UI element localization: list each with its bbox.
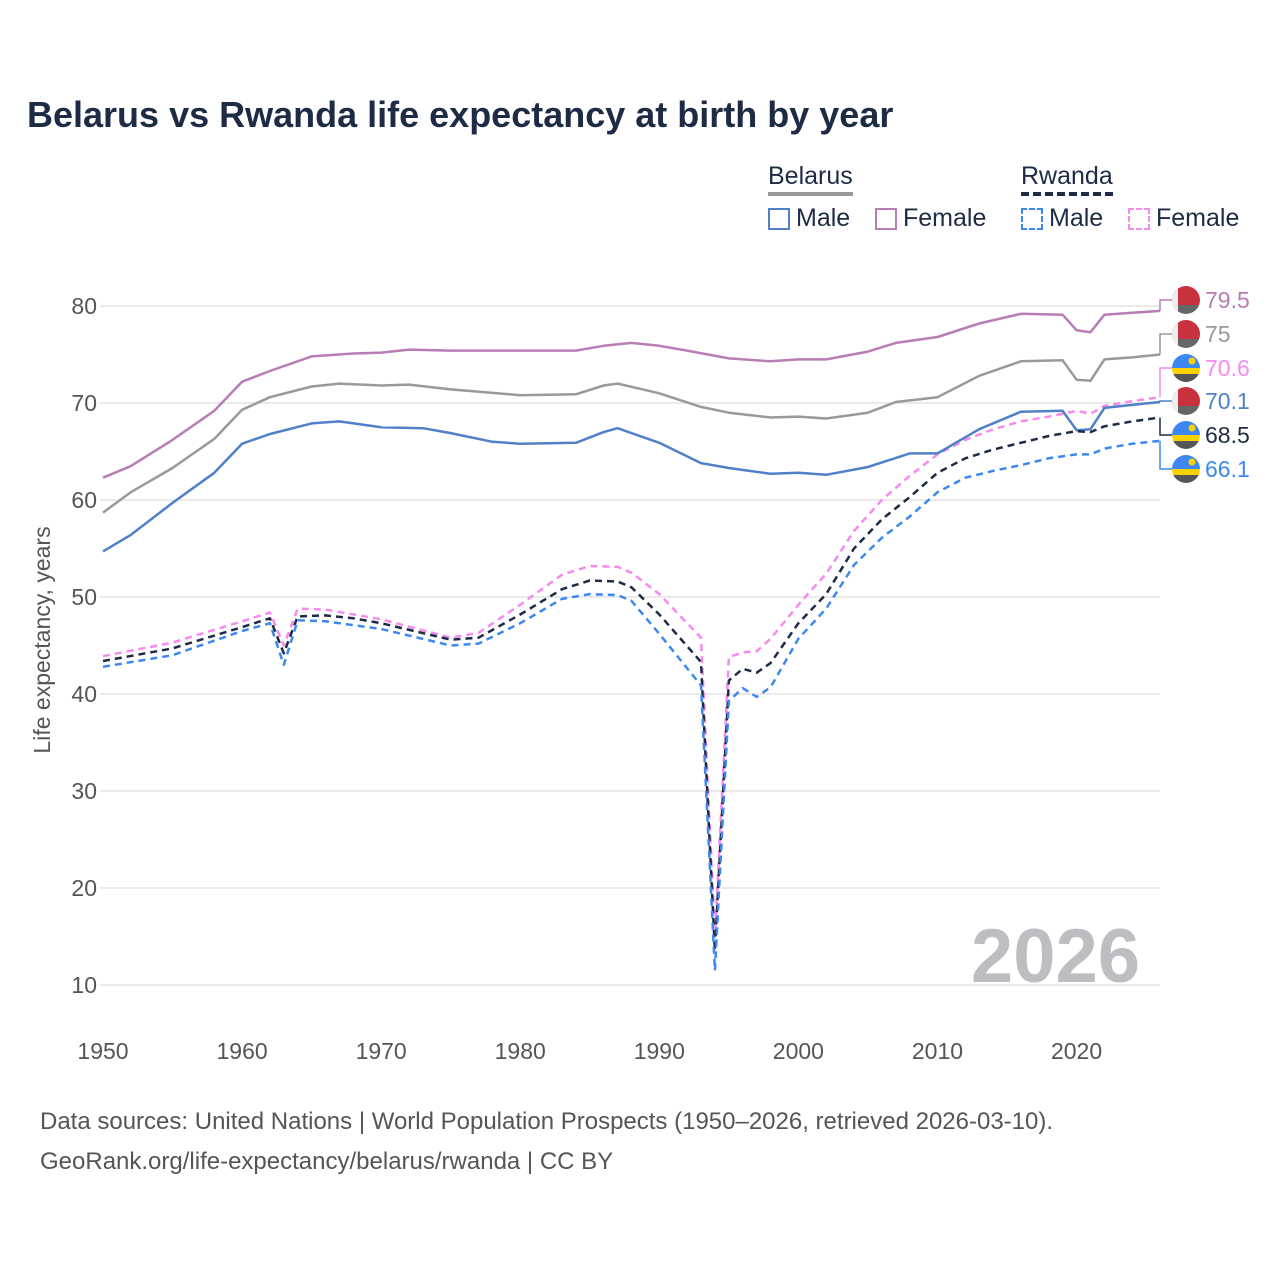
legend-label: Male bbox=[796, 204, 851, 232]
x-tick-label: 1970 bbox=[356, 1038, 407, 1064]
series-line-belarus-total bbox=[102, 353, 1161, 514]
label-connector bbox=[1159, 333, 1172, 355]
x-tick-label: 1960 bbox=[216, 1038, 267, 1064]
legend-rwanda-male[interactable]: Male bbox=[1021, 204, 1103, 233]
y-tick-label: 10 bbox=[71, 972, 97, 998]
end-value-label: 79.5 bbox=[1205, 287, 1250, 313]
belarus-flag-icon bbox=[1172, 286, 1200, 314]
label-connector bbox=[1159, 440, 1172, 470]
legend-label: Female bbox=[903, 204, 987, 232]
chart-title: Belarus vs Rwanda life expectancy at bir… bbox=[27, 94, 894, 135]
y-tick-label: 80 bbox=[71, 293, 97, 319]
label-connector bbox=[1159, 400, 1172, 403]
legend-rwanda-label: Rwanda bbox=[1021, 162, 1113, 190]
rwanda-flag-icon bbox=[1172, 354, 1200, 382]
label-connector bbox=[1159, 417, 1172, 436]
legend-swatch bbox=[1128, 207, 1150, 230]
source-line-2: GeoRank.org/life-expectancy/belarus/rwan… bbox=[40, 1148, 614, 1175]
x-tick-label: 1990 bbox=[634, 1038, 685, 1064]
end-value-label: 75 bbox=[1205, 321, 1231, 347]
end-value-label: 70.1 bbox=[1205, 388, 1250, 414]
end-value-label: 66.1 bbox=[1205, 456, 1250, 482]
series-line-rwanda-male bbox=[102, 439, 1161, 972]
y-tick-label: 20 bbox=[71, 875, 97, 901]
x-tick-label: 1950 bbox=[77, 1038, 128, 1064]
legend-label: Female bbox=[1156, 204, 1240, 232]
belarus-flag-icon bbox=[1172, 387, 1200, 415]
legend-swatch bbox=[875, 207, 897, 230]
rwanda-flag-icon bbox=[1172, 455, 1200, 483]
legend-belarus-label: Belarus bbox=[768, 162, 853, 190]
y-axis-label: Life expectancy, years bbox=[29, 526, 55, 753]
legend-belarus-female[interactable]: Female bbox=[875, 204, 986, 233]
source-line-1: Data sources: United Nations | World Pop… bbox=[40, 1108, 1054, 1135]
y-tick-label: 50 bbox=[71, 584, 97, 610]
end-value-label: 68.5 bbox=[1205, 422, 1250, 448]
legend-group-belarus: Belarus bbox=[768, 162, 853, 196]
legend-label: Male bbox=[1049, 204, 1104, 232]
label-connector bbox=[1159, 367, 1172, 398]
y-tick-label: 70 bbox=[71, 390, 97, 416]
y-tick-label: 40 bbox=[71, 681, 97, 707]
series-line-belarus-female bbox=[102, 309, 1161, 479]
x-tick-label: 2010 bbox=[912, 1038, 963, 1064]
x-tick-label: 2020 bbox=[1051, 1038, 1102, 1064]
series-line-rwanda-total bbox=[102, 416, 1161, 953]
year-watermark: 2026 bbox=[971, 914, 1140, 999]
legend-rwanda-female[interactable]: Female bbox=[1128, 204, 1239, 233]
end-value-label: 70.6 bbox=[1205, 355, 1250, 381]
legend-rwanda-line bbox=[1021, 192, 1113, 196]
y-tick-label: 30 bbox=[71, 778, 97, 804]
legend-belarus-line bbox=[768, 192, 853, 196]
rwanda-flag-icon bbox=[1172, 421, 1200, 449]
x-tick-label: 2000 bbox=[773, 1038, 824, 1064]
belarus-flag-icon bbox=[1172, 320, 1200, 348]
series-line-belarus-male bbox=[102, 400, 1161, 553]
legend-group-rwanda: Rwanda bbox=[1021, 162, 1113, 196]
legend-swatch bbox=[1021, 207, 1043, 230]
x-tick-label: 1980 bbox=[495, 1038, 546, 1064]
series-line-rwanda-female bbox=[102, 395, 1161, 938]
label-connector bbox=[1159, 299, 1172, 311]
legend-swatch bbox=[768, 207, 790, 230]
legend-belarus-male[interactable]: Male bbox=[768, 204, 850, 233]
y-tick-label: 60 bbox=[71, 487, 97, 513]
